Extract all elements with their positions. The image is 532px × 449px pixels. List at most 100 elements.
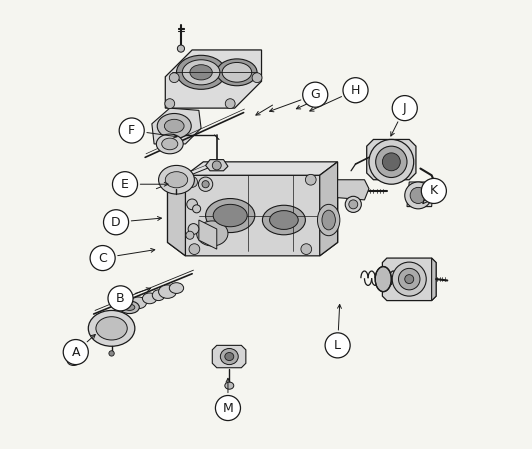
Circle shape [165, 99, 174, 109]
Circle shape [120, 287, 129, 296]
Ellipse shape [156, 134, 183, 154]
Circle shape [109, 351, 114, 356]
Ellipse shape [190, 65, 212, 80]
Circle shape [252, 73, 262, 83]
Ellipse shape [410, 187, 426, 203]
Ellipse shape [143, 293, 157, 304]
Ellipse shape [369, 140, 414, 184]
Polygon shape [212, 345, 246, 368]
Text: J: J [403, 101, 406, 114]
Ellipse shape [376, 146, 407, 177]
Polygon shape [431, 258, 436, 300]
Circle shape [177, 45, 185, 52]
Polygon shape [338, 180, 369, 200]
Ellipse shape [124, 304, 135, 310]
Polygon shape [205, 159, 228, 171]
Text: H: H [351, 84, 360, 97]
Ellipse shape [205, 198, 255, 233]
Circle shape [345, 196, 361, 212]
Circle shape [212, 161, 221, 170]
Polygon shape [383, 258, 436, 300]
Polygon shape [199, 220, 217, 249]
Text: B: B [116, 292, 125, 305]
Ellipse shape [217, 59, 257, 86]
Polygon shape [152, 108, 201, 144]
Ellipse shape [213, 204, 247, 227]
Ellipse shape [220, 348, 238, 365]
Circle shape [118, 294, 126, 303]
Ellipse shape [177, 55, 226, 89]
Ellipse shape [398, 269, 420, 290]
Circle shape [215, 396, 240, 421]
Circle shape [63, 339, 88, 365]
Circle shape [301, 244, 312, 255]
Text: L: L [334, 339, 341, 352]
Ellipse shape [262, 205, 305, 235]
Ellipse shape [120, 301, 139, 313]
Text: A: A [71, 346, 80, 359]
Circle shape [303, 82, 328, 107]
Circle shape [392, 96, 417, 121]
Circle shape [193, 205, 201, 213]
Circle shape [186, 231, 194, 239]
Circle shape [112, 172, 138, 197]
Ellipse shape [157, 114, 191, 139]
Circle shape [169, 73, 179, 83]
Polygon shape [367, 140, 416, 180]
Text: M: M [222, 401, 234, 414]
Circle shape [187, 176, 197, 187]
Text: D: D [111, 216, 121, 229]
Ellipse shape [152, 290, 165, 300]
Ellipse shape [162, 138, 178, 150]
Circle shape [108, 286, 133, 311]
Ellipse shape [225, 352, 234, 361]
Ellipse shape [130, 297, 146, 308]
Text: K: K [430, 185, 438, 198]
Ellipse shape [67, 357, 80, 365]
Ellipse shape [96, 317, 127, 340]
Circle shape [421, 178, 446, 203]
Ellipse shape [383, 153, 400, 171]
Circle shape [104, 210, 129, 235]
Circle shape [305, 174, 316, 185]
Ellipse shape [322, 210, 335, 230]
Circle shape [202, 180, 209, 188]
Ellipse shape [392, 262, 426, 296]
Polygon shape [186, 162, 338, 175]
Ellipse shape [318, 204, 340, 236]
Ellipse shape [88, 310, 135, 346]
Ellipse shape [270, 211, 298, 229]
Text: C: C [98, 251, 107, 264]
Circle shape [119, 118, 144, 143]
Circle shape [189, 244, 200, 255]
Circle shape [90, 246, 115, 271]
Circle shape [115, 290, 123, 298]
Ellipse shape [159, 285, 177, 298]
Ellipse shape [222, 62, 252, 82]
Circle shape [225, 99, 235, 109]
Ellipse shape [225, 382, 234, 389]
Ellipse shape [165, 172, 188, 188]
Ellipse shape [197, 221, 228, 246]
Circle shape [349, 200, 358, 209]
Ellipse shape [405, 275, 414, 284]
Polygon shape [407, 182, 434, 207]
Ellipse shape [375, 267, 392, 292]
Ellipse shape [405, 182, 431, 209]
Polygon shape [165, 50, 262, 108]
Ellipse shape [159, 165, 194, 194]
Text: F: F [128, 124, 135, 137]
Circle shape [325, 333, 350, 358]
Circle shape [187, 199, 197, 210]
Circle shape [188, 224, 199, 234]
Polygon shape [69, 343, 85, 359]
Circle shape [198, 177, 213, 191]
Text: E: E [121, 178, 129, 191]
Polygon shape [320, 162, 338, 256]
Ellipse shape [182, 60, 220, 85]
Polygon shape [168, 175, 186, 256]
Polygon shape [168, 175, 338, 256]
Text: G: G [310, 88, 320, 101]
Ellipse shape [164, 119, 184, 133]
Ellipse shape [169, 283, 184, 294]
